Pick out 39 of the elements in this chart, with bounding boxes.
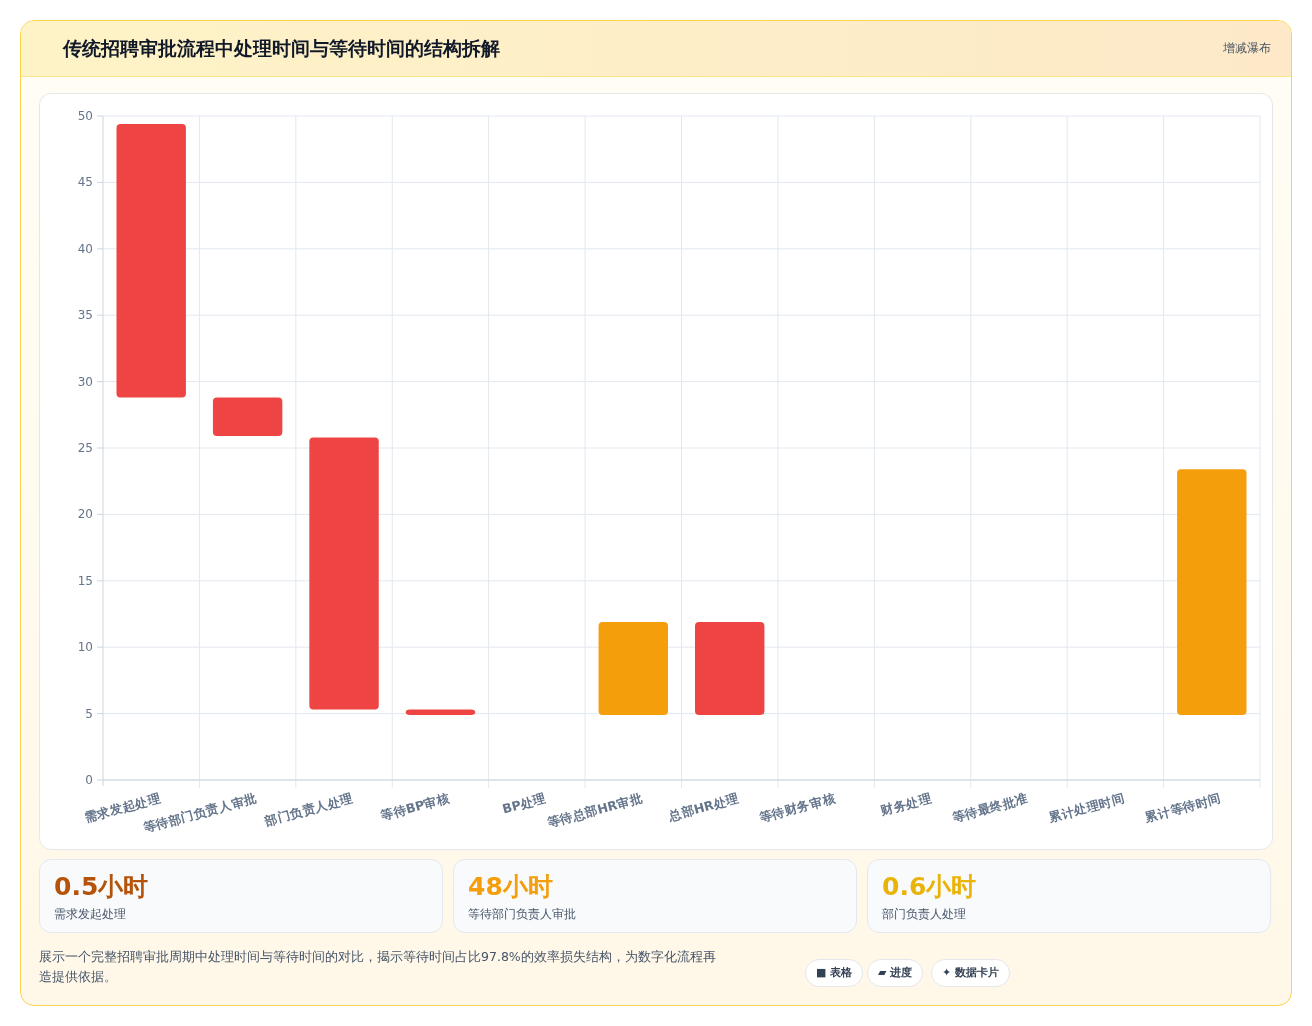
x-tick-label: 累计处理时间: [1045, 790, 1127, 826]
bar: [212, 397, 283, 437]
text: 48小时: [468, 871, 553, 903]
y-tick-label: 30: [77, 374, 93, 389]
text: 需求发起处理: [54, 906, 126, 923]
text: 部门负责人处理: [882, 906, 966, 923]
y-tick-label: 5: [85, 706, 93, 721]
text: 0.5小时: [54, 871, 149, 903]
text: ✦ 数据卡片: [931, 959, 1011, 987]
bar: [695, 621, 765, 715]
bar: [1177, 469, 1247, 715]
text: ▰ 进度: [867, 959, 924, 987]
y-tick-label: 15: [77, 573, 93, 588]
y-tick-label: 10: [77, 640, 93, 655]
y-tick-label: 50: [77, 109, 93, 123]
text: 增减瀑布: [1223, 40, 1271, 57]
text: 展示一个完整招聘审批周期中处理时间与等待时间的对比，揭示等待时间占比97.8%的效率损失结构，为数字化流程再造提供依据。: [39, 948, 717, 986]
chart-title: 传统招聘审批流程中处理时间与等待时间的结构拆解: [63, 36, 500, 61]
bar: [405, 709, 476, 715]
text: 0.6小时: [882, 871, 977, 903]
x-tick-label: 等待BP审核: [378, 790, 452, 824]
y-tick-label: 0: [85, 773, 93, 787]
y-tick-label: 35: [77, 308, 93, 323]
x-tick-label: 等待财务审核: [756, 790, 837, 826]
y-tick-label: 45: [77, 175, 93, 190]
x-tick-label: BP处理: [500, 790, 548, 817]
bar: [116, 123, 186, 398]
x-tick-label: 财务处理: [878, 790, 934, 819]
x-tick-label: 等待最终批准: [949, 790, 1030, 826]
y-tick-label: 40: [77, 241, 93, 256]
x-tick-label: 部门负责人处理: [262, 790, 355, 829]
x-tick-label: 累计等待时间: [1142, 790, 1223, 826]
y-tick-label: 20: [77, 507, 93, 522]
y-tick-label: 25: [77, 441, 93, 455]
bar: [309, 437, 379, 710]
bar: [598, 621, 668, 715]
text: ■ 表格: [805, 959, 864, 987]
text: 等待部门负责人审批: [468, 906, 576, 923]
x-tick-label: 总部HR处理: [666, 790, 741, 824]
